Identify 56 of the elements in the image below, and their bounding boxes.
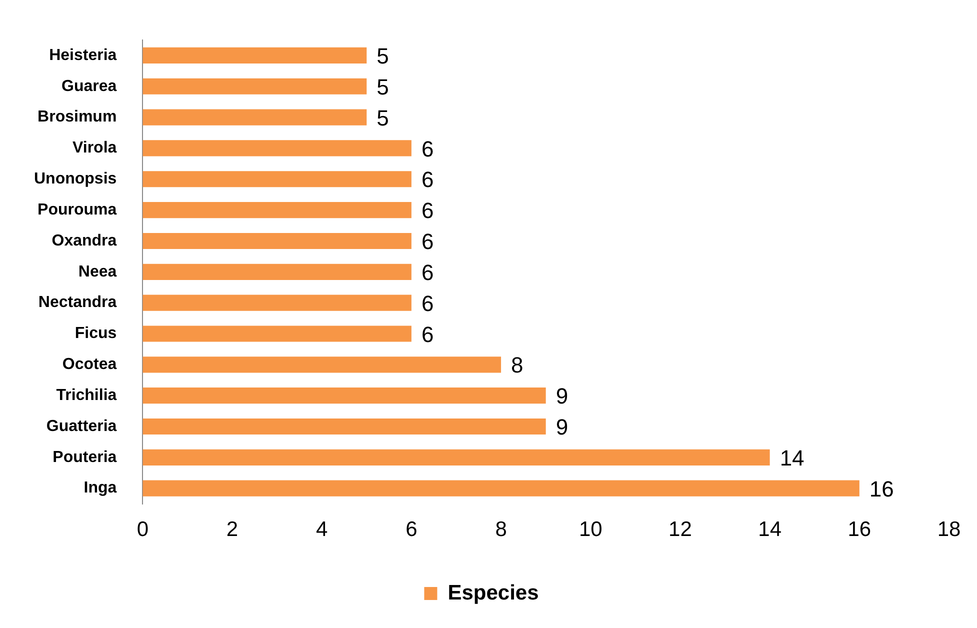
y-tick-label: Ficus bbox=[74, 325, 117, 342]
x-tick-label: 18 bbox=[937, 518, 961, 542]
data-label: 6 bbox=[421, 229, 434, 254]
y-tick-label: Guarea bbox=[62, 78, 117, 95]
data-label: 9 bbox=[556, 384, 568, 409]
legend-label: Especies bbox=[448, 581, 539, 604]
bar bbox=[142, 294, 412, 311]
bar bbox=[142, 326, 412, 342]
y-tick-label: Unonopsis bbox=[34, 170, 117, 188]
x-tick-label: 12 bbox=[668, 518, 692, 542]
data-label: 5 bbox=[376, 105, 389, 130]
x-tick-label: 4 bbox=[316, 518, 328, 542]
data-label: 5 bbox=[376, 44, 389, 69]
data-label: 6 bbox=[421, 167, 434, 192]
bar bbox=[142, 480, 860, 496]
y-tick-label: Nectandra bbox=[38, 294, 117, 312]
data-label: 14 bbox=[780, 445, 804, 470]
bar bbox=[142, 202, 412, 218]
y-tick-label: Ocotea bbox=[62, 356, 117, 374]
x-tick-label: 6 bbox=[406, 518, 418, 542]
y-tick-label: Guatteria bbox=[46, 418, 117, 435]
y-tick-label: Pouteria bbox=[52, 448, 117, 466]
data-label: 5 bbox=[376, 74, 389, 100]
y-tick-label: Virola bbox=[72, 140, 117, 157]
bar bbox=[142, 47, 367, 64]
bar bbox=[142, 449, 770, 466]
data-label: 9 bbox=[556, 414, 568, 440]
bar bbox=[142, 232, 412, 250]
bar bbox=[142, 418, 546, 435]
bar bbox=[142, 78, 367, 94]
y-tick-label: Trichilia bbox=[56, 386, 117, 404]
y-tick-label: Oxandra bbox=[52, 232, 117, 250]
bar bbox=[142, 109, 367, 126]
data-label: 6 bbox=[421, 198, 434, 224]
bar bbox=[142, 356, 502, 373]
y-tick-label: Pourouma bbox=[38, 201, 117, 218]
data-label: 6 bbox=[421, 290, 434, 316]
data-label: 8 bbox=[511, 352, 524, 378]
y-tick-label: Inga bbox=[84, 480, 117, 497]
bar bbox=[142, 388, 546, 404]
x-tick-label: 10 bbox=[578, 518, 602, 542]
x-tick-label: 14 bbox=[758, 518, 782, 542]
data-label: 16 bbox=[869, 476, 894, 502]
bar bbox=[142, 140, 412, 156]
y-tick-label: Brosimum bbox=[38, 108, 117, 126]
data-label: 6 bbox=[421, 322, 434, 347]
x-tick-label: 16 bbox=[848, 518, 872, 542]
data-label: 6 bbox=[421, 136, 434, 162]
bar bbox=[142, 171, 412, 188]
x-tick-label: 8 bbox=[495, 518, 507, 542]
y-tick-label: Heisteria bbox=[49, 46, 117, 64]
x-tick-label: 0 bbox=[136, 518, 149, 542]
y-tick-label: Neea bbox=[78, 263, 117, 280]
bar bbox=[142, 264, 412, 280]
x-tick-label: 2 bbox=[226, 518, 238, 542]
data-label: 6 bbox=[421, 260, 434, 285]
